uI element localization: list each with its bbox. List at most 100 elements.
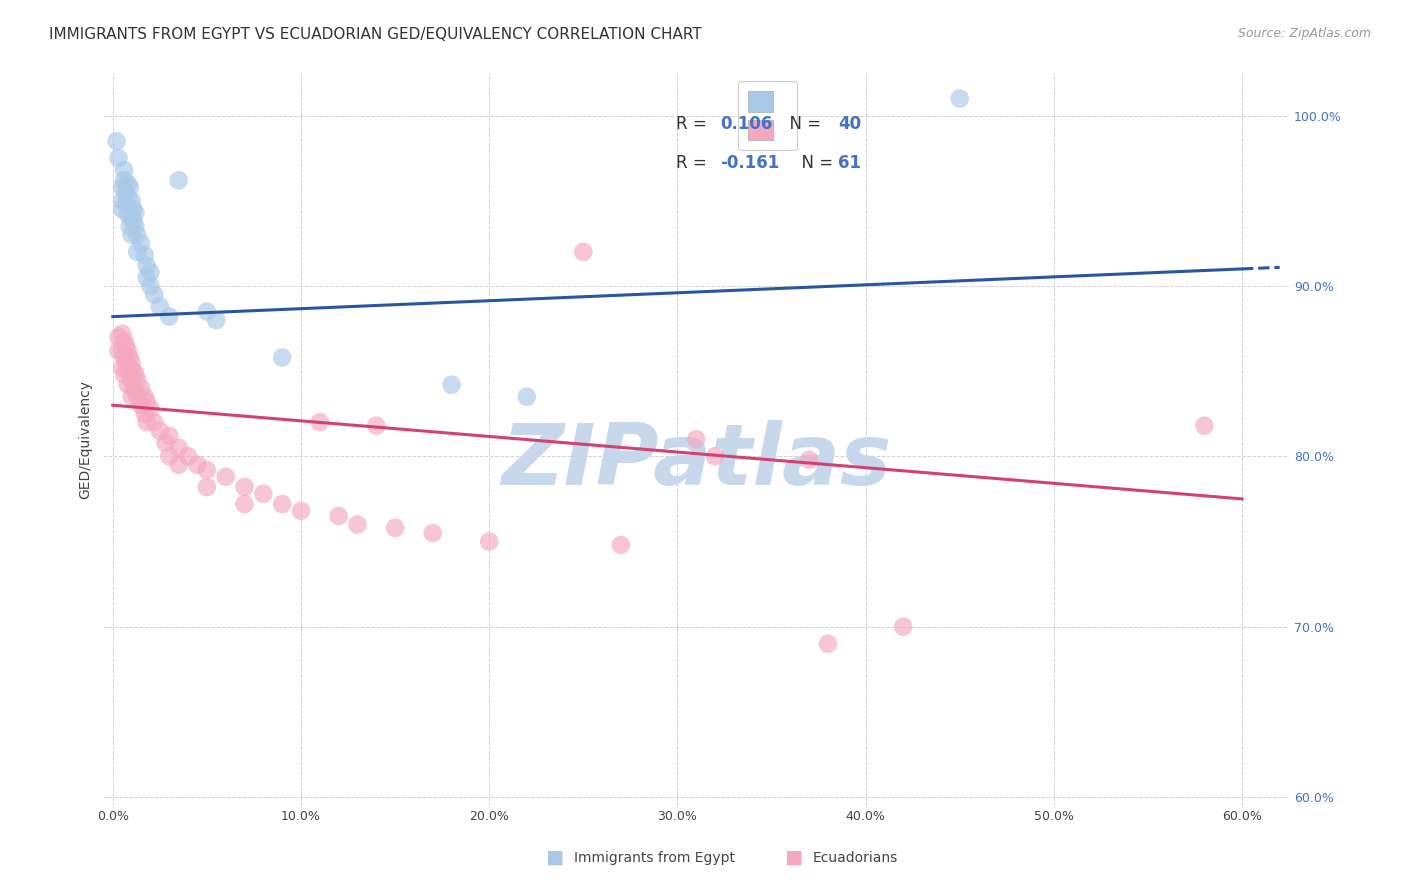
Point — [118, 351, 141, 365]
Y-axis label: GED/Equivalency: GED/Equivalency — [79, 380, 93, 499]
Point — [195, 304, 218, 318]
Point — [366, 418, 388, 433]
Text: 0.106: 0.106 — [720, 115, 772, 133]
Point — [252, 487, 274, 501]
Point — [134, 248, 156, 262]
Point — [610, 538, 633, 552]
Text: R =: R = — [676, 153, 711, 171]
Point — [117, 190, 139, 204]
Point — [233, 480, 256, 494]
Point — [118, 368, 141, 382]
Point — [129, 381, 152, 395]
Point — [143, 287, 166, 301]
Point — [572, 244, 595, 259]
Point — [891, 620, 914, 634]
Text: ◼: ◼ — [785, 848, 804, 868]
Legend: , : , — [738, 81, 797, 151]
Point — [177, 450, 200, 464]
Point — [127, 373, 149, 387]
Point — [121, 390, 143, 404]
Point — [134, 390, 156, 404]
Point — [157, 429, 180, 443]
Text: IMMIGRANTS FROM EGYPT VS ECUADORIAN GED/EQUIVALENCY CORRELATION CHART: IMMIGRANTS FROM EGYPT VS ECUADORIAN GED/… — [49, 27, 702, 42]
Point — [117, 207, 139, 221]
Point — [117, 343, 139, 358]
Point — [115, 197, 138, 211]
Point — [290, 504, 312, 518]
Point — [124, 205, 146, 219]
Text: Immigrants from Egypt: Immigrants from Egypt — [574, 851, 735, 865]
Point — [107, 343, 129, 358]
Point — [135, 270, 157, 285]
Point — [205, 313, 228, 327]
Point — [107, 151, 129, 165]
Point — [122, 214, 145, 228]
Point — [233, 497, 256, 511]
Point — [121, 211, 143, 225]
Point — [112, 351, 135, 365]
Point — [704, 450, 727, 464]
Point — [115, 338, 138, 352]
Point — [135, 415, 157, 429]
Point — [157, 310, 180, 324]
Point — [117, 377, 139, 392]
Point — [107, 330, 129, 344]
Text: -0.161: -0.161 — [720, 153, 779, 171]
Point — [122, 381, 145, 395]
Point — [118, 180, 141, 194]
Text: Source: ZipAtlas.com: Source: ZipAtlas.com — [1237, 27, 1371, 40]
Point — [346, 517, 368, 532]
Point — [112, 163, 135, 178]
Text: N =: N = — [792, 153, 838, 171]
Text: Ecuadorians: Ecuadorians — [813, 851, 898, 865]
Point — [127, 390, 149, 404]
Point — [134, 407, 156, 421]
Point — [149, 300, 172, 314]
Point — [111, 360, 134, 375]
Point — [127, 227, 149, 242]
Text: R =: R = — [676, 115, 711, 133]
Point — [167, 173, 190, 187]
Point — [271, 497, 294, 511]
Point — [115, 186, 138, 200]
Point — [155, 435, 177, 450]
Point — [817, 637, 839, 651]
Point — [478, 534, 501, 549]
Point — [121, 194, 143, 208]
Point — [112, 334, 135, 348]
Point — [328, 508, 350, 523]
Point — [797, 452, 820, 467]
Point — [308, 415, 330, 429]
Point — [143, 415, 166, 429]
Point — [949, 91, 972, 105]
Point — [121, 356, 143, 370]
Point — [122, 364, 145, 378]
Point — [117, 177, 139, 191]
Point — [271, 351, 294, 365]
Point — [186, 458, 208, 472]
Point — [112, 368, 135, 382]
Point — [112, 173, 135, 187]
Point — [118, 219, 141, 234]
Point — [167, 458, 190, 472]
Point — [422, 526, 444, 541]
Point — [135, 394, 157, 409]
Point — [121, 373, 143, 387]
Text: N =: N = — [779, 115, 827, 133]
Point — [139, 401, 162, 416]
Point — [195, 463, 218, 477]
Point — [127, 244, 149, 259]
Point — [124, 368, 146, 382]
Point — [516, 390, 538, 404]
Point — [149, 424, 172, 438]
Text: 61: 61 — [838, 153, 862, 171]
Text: ◼: ◼ — [546, 848, 565, 868]
Point — [440, 377, 463, 392]
Point — [1194, 418, 1216, 433]
Point — [122, 202, 145, 217]
Point — [124, 219, 146, 234]
Point — [111, 202, 134, 217]
Point — [111, 180, 134, 194]
Point — [129, 398, 152, 412]
Point — [121, 227, 143, 242]
